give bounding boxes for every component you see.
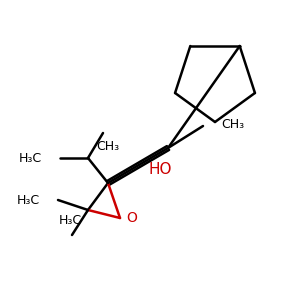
Text: H₃C: H₃C bbox=[58, 214, 82, 227]
Text: O: O bbox=[127, 211, 137, 225]
Text: H₃C: H₃C bbox=[19, 152, 42, 164]
Text: CH₃: CH₃ bbox=[96, 140, 120, 154]
Text: HO: HO bbox=[148, 163, 172, 178]
Text: CH₃: CH₃ bbox=[221, 118, 244, 130]
Text: H₃C: H₃C bbox=[17, 194, 40, 206]
